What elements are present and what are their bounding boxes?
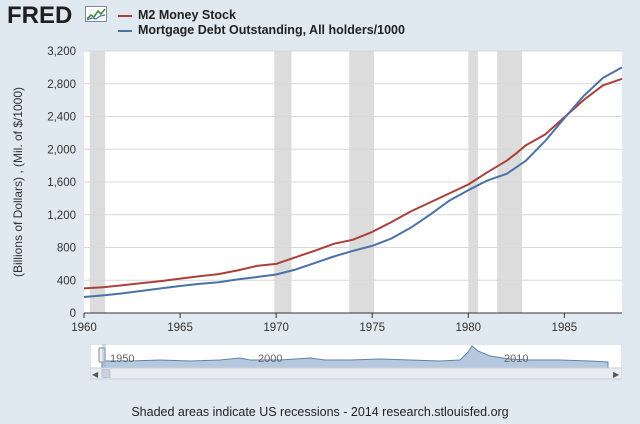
navigator-label-2010: 2010 — [504, 353, 528, 365]
legend-swatch-m2 — [118, 14, 132, 17]
legend-item-mortgage[interactable]: Mortgage Debt Outstanding, All holders/1… — [118, 23, 405, 37]
navigator-selection[interactable] — [102, 344, 106, 368]
footer-note: Shaded areas indicate US recessions - 20… — [131, 405, 509, 419]
x-tick-label: 1970 — [263, 322, 289, 334]
y-tick-label: 400 — [57, 275, 76, 287]
y-tick-label: 3,200 — [47, 46, 76, 58]
fred-logo[interactable]: FRED — [7, 2, 73, 29]
y-axis-label: (Billions of Dollars) , (Mil. of $/1000) — [11, 87, 25, 277]
navigator-label-1950: 1950 — [110, 353, 134, 365]
y-tick-label: 2,400 — [47, 112, 76, 124]
y-tick-label: 2,800 — [47, 79, 76, 91]
y-tick-label: 0 — [70, 308, 76, 320]
navigator-area — [101, 345, 609, 369]
y-tick-label: 2,000 — [47, 144, 76, 156]
x-tick-label: 1975 — [359, 322, 385, 334]
x-tick-label: 1960 — [71, 322, 97, 334]
scroll-left-icon[interactable]: ◀ — [92, 370, 99, 379]
x-tick-label: 1965 — [167, 322, 193, 334]
navigator-scroll-thumb[interactable] — [101, 369, 111, 378]
navigator-canvas: 1950 2000 2010 ◀ ▶ — [89, 343, 623, 380]
axes: 0 400 800 1,200 1,600 2,000 2,400 2,800 3,200 196… — [47, 46, 622, 334]
y-tick-label: 1,600 — [47, 177, 76, 189]
legend-label-m2: M2 Money Stock — [138, 8, 236, 22]
x-tick-label: 1985 — [552, 322, 578, 334]
legend-swatch-mortgage — [118, 29, 132, 32]
series-line-mortgage — [83, 66, 623, 298]
series-line-m2 — [83, 77, 623, 290]
navigator[interactable]: 1950 2000 2010 ◀ ▶ — [89, 343, 623, 380]
navigator-label-2000: 2000 — [258, 353, 282, 365]
chart-header: FRED M2 Money Stock Mortgage Debt Outsta… — [0, 0, 640, 42]
navigator-scrollbar[interactable] — [89, 367, 623, 380]
series-lines — [83, 66, 623, 298]
y-tick-label: 800 — [57, 243, 76, 255]
legend-item-m2[interactable]: M2 Money Stock — [118, 8, 236, 22]
x-tick-label: 1980 — [455, 322, 481, 334]
fred-logo-graph-icon — [85, 6, 107, 22]
chart-canvas: 0 400 800 1,200 1,600 2,000 2,400 2,800 3,200 196… — [11, 46, 623, 334]
scroll-right-icon[interactable]: ▶ — [613, 370, 620, 379]
legend-label-mortgage: Mortgage Debt Outstanding, All holders/1… — [138, 23, 405, 37]
y-tick-label: 1,200 — [47, 210, 76, 222]
